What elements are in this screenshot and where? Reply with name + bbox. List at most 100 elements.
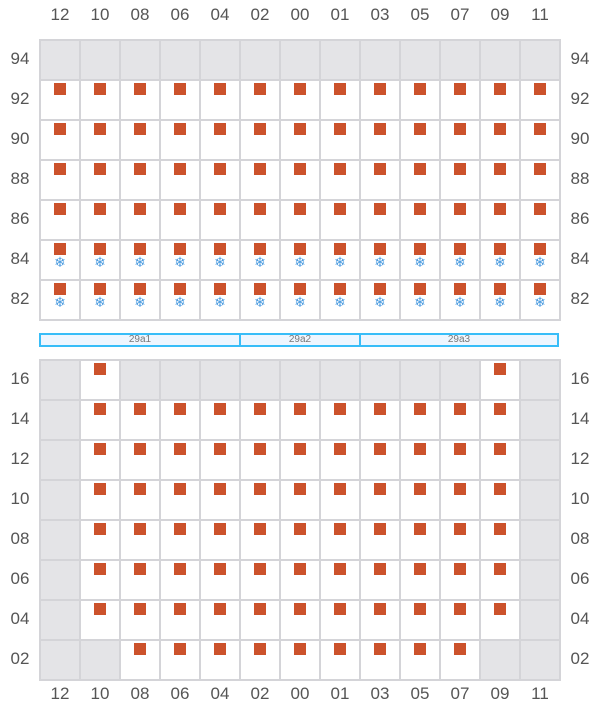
seat-cell[interactable] (361, 641, 399, 679)
seat-cell[interactable] (81, 521, 119, 559)
seat-cell[interactable] (161, 481, 199, 519)
seat-cell[interactable] (481, 601, 519, 639)
square-seat-icon[interactable] (334, 203, 346, 215)
seat-cell[interactable] (481, 481, 519, 519)
seat-cell[interactable] (321, 121, 359, 159)
seat-cell[interactable] (121, 441, 159, 479)
seat-cell[interactable] (201, 401, 239, 439)
square-seat-icon[interactable] (534, 83, 546, 95)
seat-cell[interactable] (241, 441, 279, 479)
seat-cell[interactable] (161, 441, 199, 479)
square-seat-icon[interactable] (294, 83, 306, 95)
seat-cell[interactable] (441, 121, 479, 159)
seat-cell[interactable] (241, 401, 279, 439)
seat-cell[interactable] (81, 401, 119, 439)
square-seat-icon[interactable] (174, 643, 186, 655)
seat-cell[interactable] (161, 201, 199, 239)
square-seat-icon[interactable] (214, 203, 226, 215)
square-seat-icon[interactable] (494, 243, 506, 255)
seat-cell[interactable] (121, 561, 159, 599)
seat-cell[interactable] (201, 561, 239, 599)
square-seat-icon[interactable] (174, 603, 186, 615)
seat-cell[interactable] (361, 481, 399, 519)
square-seat-icon[interactable] (174, 123, 186, 135)
seat-cell[interactable] (481, 521, 519, 559)
seat-cell[interactable] (441, 81, 479, 119)
section-29a1[interactable]: 29a1 (39, 333, 241, 347)
square-seat-icon[interactable] (174, 483, 186, 495)
square-seat-icon[interactable] (494, 603, 506, 615)
square-seat-icon[interactable] (334, 523, 346, 535)
square-seat-icon[interactable] (334, 403, 346, 415)
seat-cell[interactable] (361, 81, 399, 119)
square-seat-icon[interactable] (494, 83, 506, 95)
seat-cell[interactable] (241, 601, 279, 639)
square-seat-icon[interactable] (414, 403, 426, 415)
seat-cell[interactable] (441, 201, 479, 239)
square-seat-icon[interactable] (94, 443, 106, 455)
seat-cell[interactable] (361, 161, 399, 199)
square-seat-icon[interactable] (294, 643, 306, 655)
square-seat-icon[interactable] (374, 483, 386, 495)
square-seat-icon[interactable] (214, 283, 226, 295)
square-seat-icon[interactable] (134, 163, 146, 175)
square-seat-icon[interactable] (214, 123, 226, 135)
seat-cell[interactable] (361, 441, 399, 479)
square-seat-icon[interactable] (454, 443, 466, 455)
square-seat-icon[interactable] (494, 523, 506, 535)
square-seat-icon[interactable] (94, 123, 106, 135)
square-seat-icon[interactable] (534, 243, 546, 255)
square-seat-icon[interactable] (94, 483, 106, 495)
square-seat-icon[interactable] (454, 603, 466, 615)
seat-cell[interactable] (441, 561, 479, 599)
seat-cell[interactable] (201, 641, 239, 679)
square-seat-icon[interactable] (254, 283, 266, 295)
seat-cell[interactable] (481, 361, 519, 399)
square-seat-icon[interactable] (454, 163, 466, 175)
square-seat-icon[interactable] (254, 563, 266, 575)
square-seat-icon[interactable] (294, 483, 306, 495)
seat-cell[interactable] (281, 561, 319, 599)
seat-cell[interactable] (241, 641, 279, 679)
square-seat-icon[interactable] (454, 243, 466, 255)
seat-cell[interactable] (321, 641, 359, 679)
square-seat-icon[interactable] (174, 203, 186, 215)
square-seat-icon[interactable] (454, 643, 466, 655)
square-seat-icon[interactable] (414, 523, 426, 535)
seat-cell[interactable] (81, 121, 119, 159)
square-seat-icon[interactable] (214, 243, 226, 255)
seat-cell[interactable] (321, 561, 359, 599)
seat-cell[interactable] (401, 81, 439, 119)
square-seat-icon[interactable] (294, 243, 306, 255)
seat-cell[interactable] (321, 81, 359, 119)
seat-cell[interactable] (81, 561, 119, 599)
square-seat-icon[interactable] (374, 563, 386, 575)
square-seat-icon[interactable] (54, 163, 66, 175)
square-seat-icon[interactable] (174, 243, 186, 255)
square-seat-icon[interactable] (334, 123, 346, 135)
seat-cell[interactable]: ❄ (201, 241, 239, 279)
seat-cell[interactable] (161, 81, 199, 119)
seat-cell[interactable] (521, 201, 559, 239)
square-seat-icon[interactable] (494, 203, 506, 215)
seat-cell[interactable]: ❄ (281, 241, 319, 279)
square-seat-icon[interactable] (254, 523, 266, 535)
square-seat-icon[interactable] (94, 243, 106, 255)
seat-cell[interactable] (81, 201, 119, 239)
seat-cell[interactable] (401, 121, 439, 159)
square-seat-icon[interactable] (254, 123, 266, 135)
seat-cell[interactable] (281, 201, 319, 239)
seat-cell[interactable]: ❄ (481, 281, 519, 319)
seat-cell[interactable] (81, 601, 119, 639)
square-seat-icon[interactable] (334, 83, 346, 95)
square-seat-icon[interactable] (294, 523, 306, 535)
square-seat-icon[interactable] (414, 483, 426, 495)
seat-cell[interactable] (361, 121, 399, 159)
square-seat-icon[interactable] (54, 283, 66, 295)
square-seat-icon[interactable] (374, 603, 386, 615)
seat-cell[interactable] (241, 201, 279, 239)
seat-cell[interactable] (441, 161, 479, 199)
square-seat-icon[interactable] (134, 403, 146, 415)
seat-cell[interactable] (241, 521, 279, 559)
seat-cell[interactable]: ❄ (321, 281, 359, 319)
